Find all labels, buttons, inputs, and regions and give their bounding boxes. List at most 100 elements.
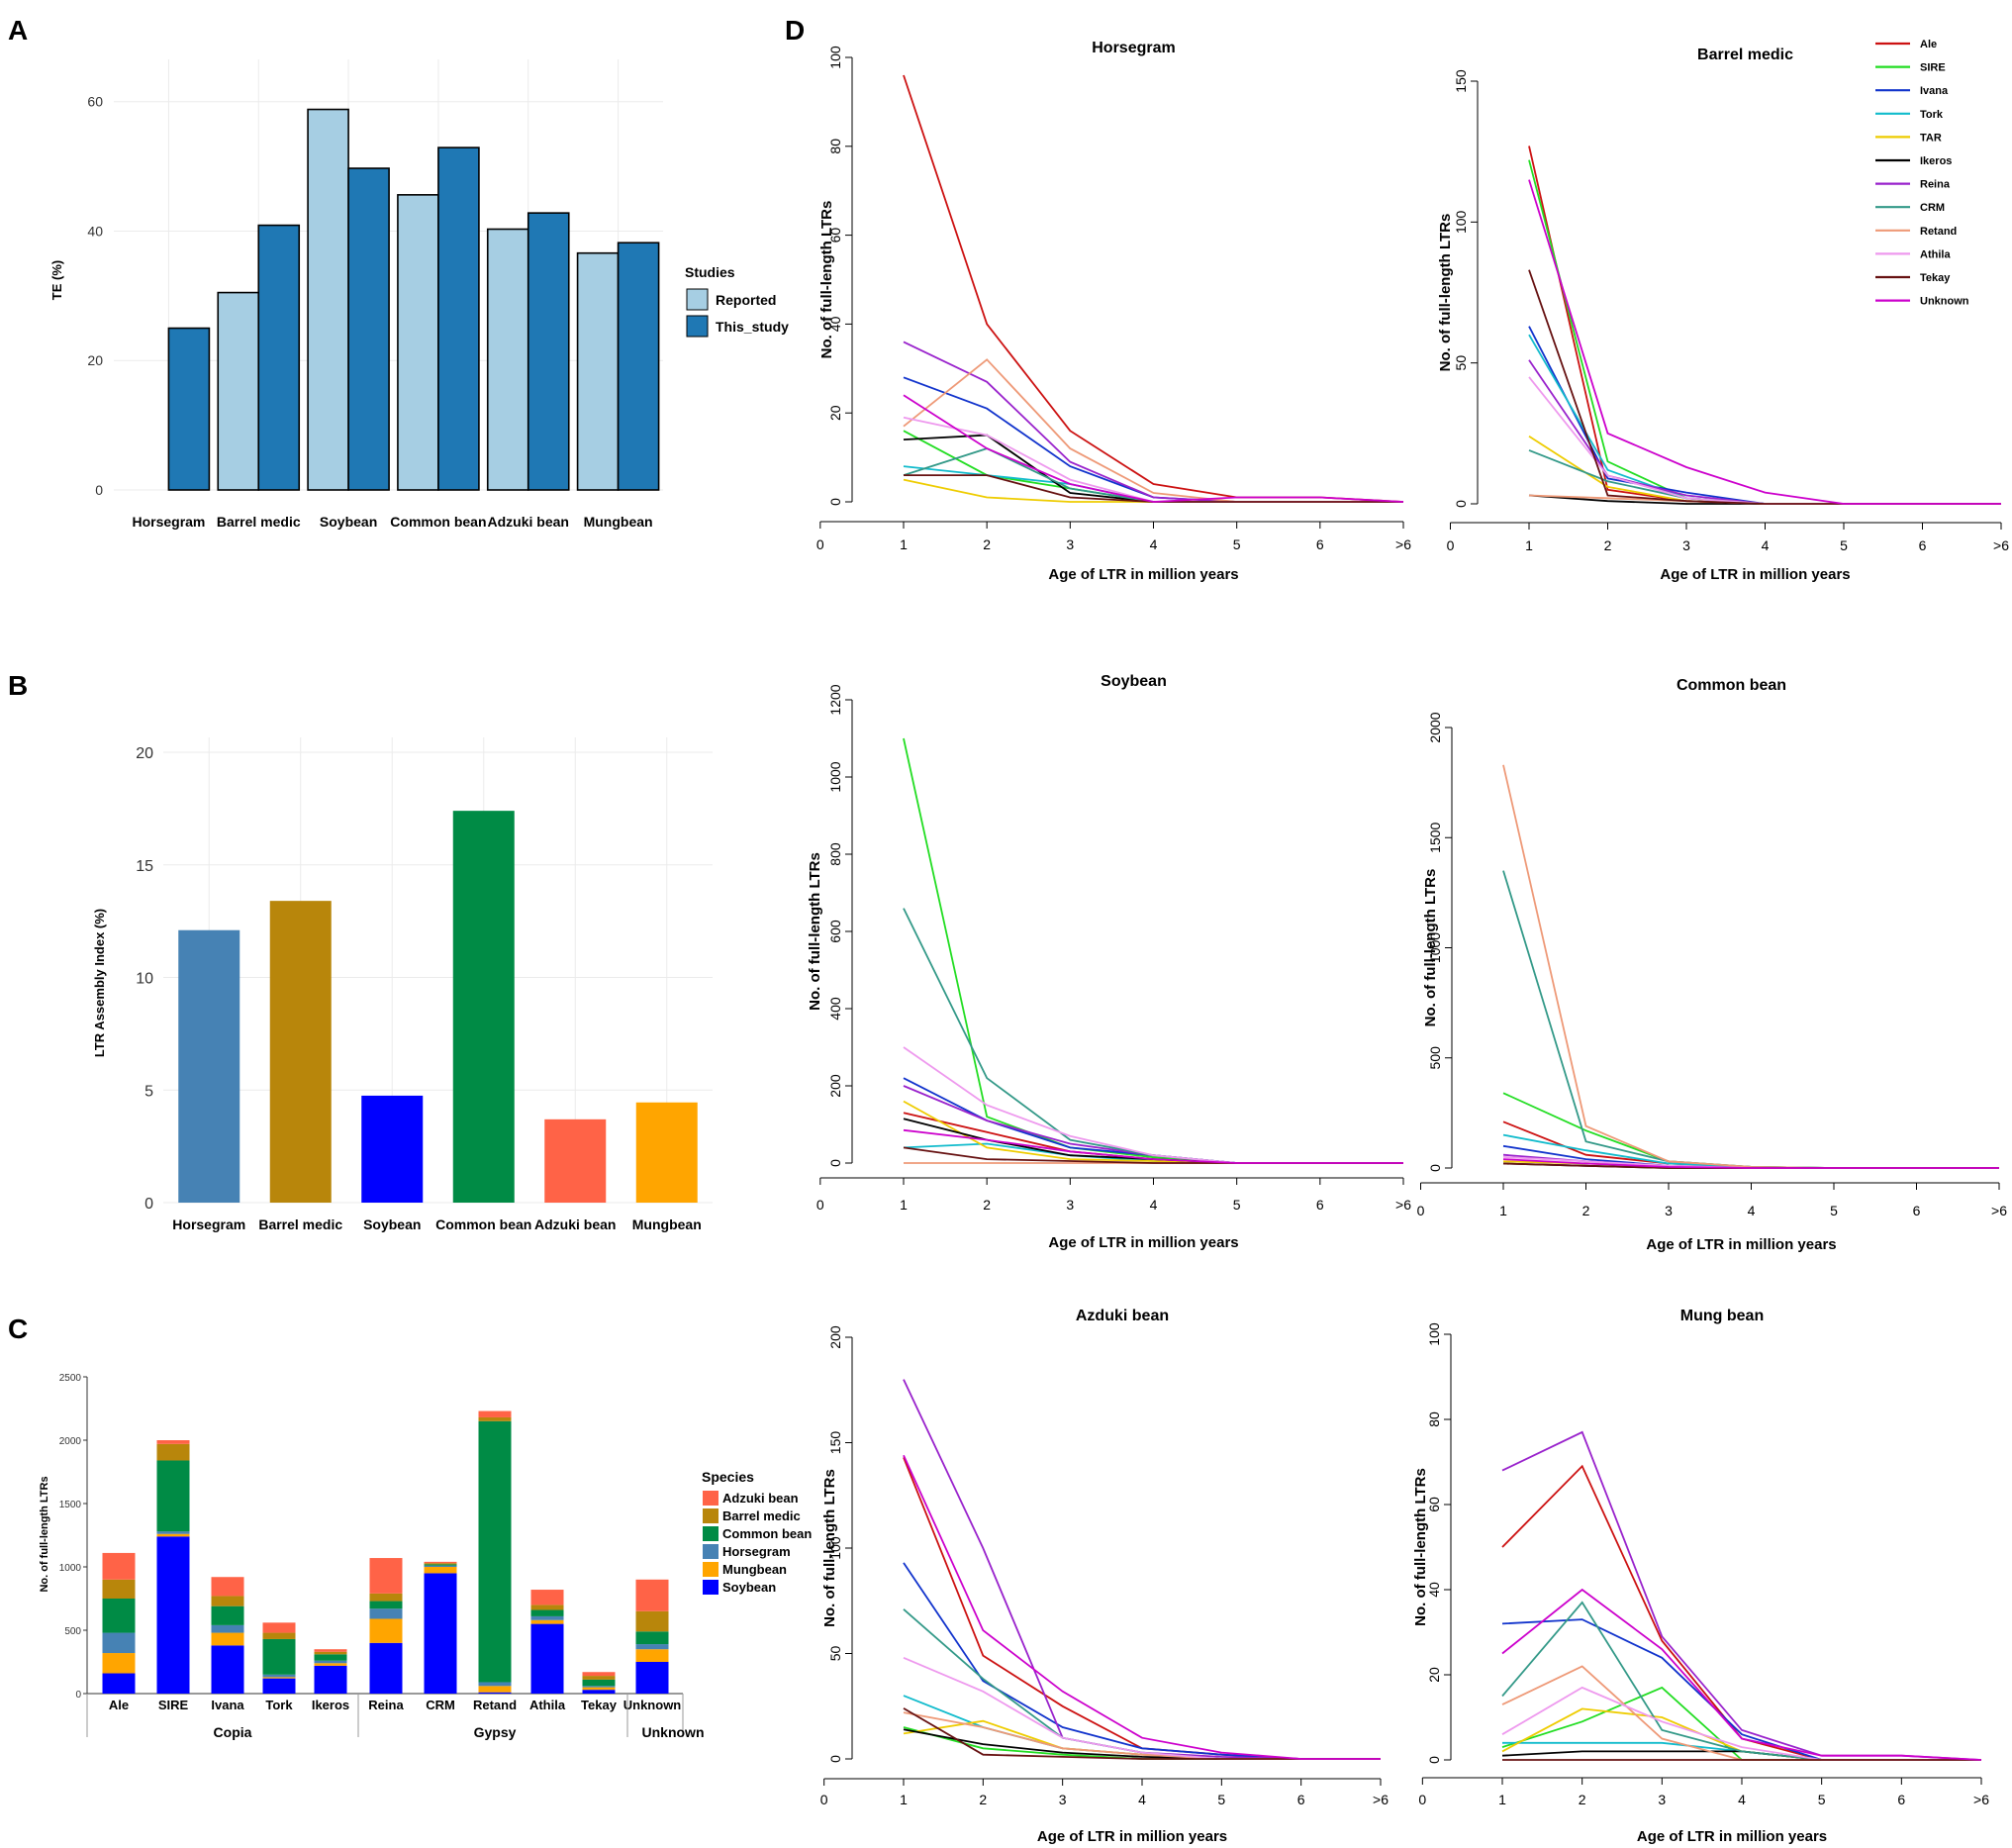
legend-swatch-adzuki-bean — [703, 1491, 719, 1506]
y-tick-label: 2500 — [59, 1373, 82, 1384]
y-tick-label: 0 — [95, 482, 103, 498]
legend-title: Studies — [685, 264, 735, 280]
bar-segment-ikeros-horsegram — [314, 1660, 347, 1664]
y-axis-label: No. of full-length LTRs — [818, 201, 835, 359]
y-tick-label: 0 — [1426, 1756, 1442, 1764]
bar-this-study-barrel-medic — [257, 224, 301, 491]
x-tick-label: 4 — [1150, 536, 1158, 552]
panel-b-ltr-assembly-index-chart: 0 5 10 15 20 Horsegram Barrel medic Soybean Comm… — [92, 737, 713, 1232]
bar-segment-crm-barrel-medic — [424, 1563, 457, 1565]
y-tick-label: 5 — [144, 1083, 153, 1100]
x-tick-label: Unknown — [623, 1698, 682, 1712]
y-tick-label: 0 — [827, 1755, 843, 1763]
y-axis-label: No. of full-length LTRs — [821, 1469, 838, 1627]
bar-segment-reina-adzuki-bean — [369, 1558, 403, 1594]
bar-segment-retand-adzuki-bean — [478, 1410, 512, 1417]
x-tick-label: 0 — [816, 1197, 824, 1213]
y-tick-label: 2000 — [59, 1436, 82, 1447]
x-tick-label: Tork — [265, 1698, 293, 1712]
bar-barrel-medic — [269, 901, 332, 1203]
x-tick-label: 5 — [1818, 1792, 1826, 1807]
x-tick-label: >6 — [1991, 1203, 2007, 1218]
x-tick-label: Reina — [368, 1698, 404, 1712]
line-crm — [1502, 870, 1999, 1169]
y-axis-label: No. of full-length LTRs — [1437, 214, 1454, 372]
group-label-gypsy: Gypsy — [474, 1724, 517, 1740]
y-tick-label: 800 — [827, 842, 843, 866]
y-tick-label: 2000 — [1427, 712, 1443, 742]
bar-soybean — [361, 1095, 424, 1203]
legend-label-horsegram: Horsegram — [722, 1544, 791, 1559]
line-unknown — [1501, 1588, 1982, 1761]
bar-segment-sire-common-bean — [156, 1460, 190, 1532]
legend-label-athila: Athila — [1920, 248, 1951, 260]
x-tick-label: Soybean — [320, 514, 377, 530]
bar-segment-ale-barrel-medic — [102, 1579, 136, 1599]
line-unknown — [903, 394, 1404, 503]
bar-segment-tork-horsegram — [262, 1674, 296, 1678]
x-tick-label: SIRE — [158, 1698, 189, 1712]
panel-letter-c: C — [8, 1313, 28, 1344]
panel-letter-b: B — [8, 670, 28, 701]
x-tick-label: Ivana — [211, 1698, 244, 1712]
y-tick-label: 1500 — [1427, 822, 1443, 852]
y-tick-label: 1500 — [59, 1500, 82, 1510]
bar-segment-ivana-horsegram — [211, 1624, 244, 1633]
x-tick-label: 6 — [1913, 1203, 1921, 1218]
legend-label-tekay: Tekay — [1920, 272, 1951, 284]
x-tick-label: 5 — [1217, 1792, 1225, 1807]
x-tick-label: 1 — [1525, 537, 1533, 553]
bar-reported-mungbean — [576, 251, 620, 491]
y-tick-label: 40 — [1426, 1582, 1442, 1598]
x-tick-label: 5 — [1233, 1197, 1241, 1213]
line-sire — [1502, 1092, 1999, 1169]
line-sire — [1501, 1686, 1981, 1761]
bar-common-bean — [452, 811, 515, 1203]
x-tick-label: 2 — [1582, 1203, 1590, 1218]
x-tick-label: CRM — [426, 1698, 455, 1712]
line-legend: Ale SIRE Ivana Tork TAR Ikeros Reina CRM Retand A… — [1875, 39, 1969, 308]
legend-label-tar: TAR — [1920, 132, 1942, 144]
line-tekay — [903, 1707, 1381, 1760]
y-tick-label: 1000 — [59, 1563, 82, 1574]
bar-segment-retand-common-bean — [478, 1420, 512, 1683]
legend-label-ikeros: Ikeros — [1920, 155, 1952, 167]
bar-segment-ale-adzuki-bean — [102, 1552, 136, 1580]
y-tick-label: 20 — [136, 745, 153, 762]
x-tick-label: 1 — [1499, 1203, 1507, 1218]
subplot-title: Mung bean — [1680, 1308, 1764, 1324]
line-unknown — [1502, 1158, 1999, 1169]
x-tick-label: 0 — [1417, 1203, 1425, 1218]
x-tick-label: Horsegram — [172, 1216, 245, 1232]
legend-swatch-this-study — [686, 315, 709, 338]
bar-segment-athila-horsegram — [530, 1615, 564, 1620]
bar-segment-sire-mungbean — [156, 1533, 190, 1537]
legend-label-sire: SIRE — [1920, 62, 1946, 74]
subplot-title: Horsegram — [1092, 40, 1175, 56]
bar-segment-tork-soybean — [262, 1678, 296, 1694]
bar-this-study-horsegram — [167, 327, 211, 491]
x-tick-label: 1 — [1498, 1792, 1506, 1807]
x-tick-label: Ikeros — [312, 1698, 349, 1712]
legend-label-common-bean: Common bean — [722, 1526, 812, 1541]
y-tick-label: 20 — [87, 352, 103, 368]
x-tick-label: 5 — [1840, 537, 1848, 553]
group-label-unknown: Unknown — [642, 1724, 705, 1740]
bar-segment-athila-common-bean — [530, 1609, 564, 1616]
legend-label-ale: Ale — [1920, 39, 1937, 50]
bar-reported-common-bean — [397, 194, 439, 491]
line-unknown — [903, 1454, 1381, 1760]
y-tick-label: 40 — [827, 316, 843, 332]
bar-segment-unknown-common-bean — [635, 1631, 669, 1645]
line-tar — [903, 1100, 1403, 1164]
x-tick-label: 3 — [1059, 1792, 1067, 1807]
x-tick-label: Barrel medic — [258, 1216, 342, 1232]
y-tick-label: 100 — [827, 46, 843, 69]
y-axis-label: No. of full-length LTRs — [1412, 1468, 1429, 1626]
panel-c-stacked-ltr-chart: 0 500 1000 1500 2000 2500 Ale SIRE Ivana Tork Iker… — [39, 1373, 812, 1740]
bar-segment-sire-adzuki-bean — [156, 1440, 190, 1444]
bar-segment-reina-common-bean — [369, 1601, 403, 1609]
